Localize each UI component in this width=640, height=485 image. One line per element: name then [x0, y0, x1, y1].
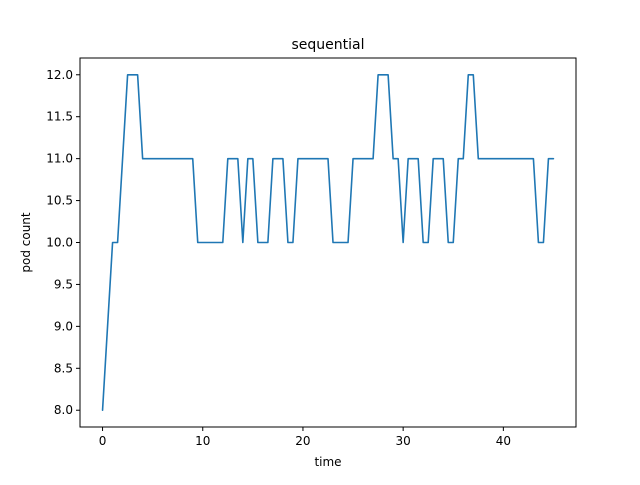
x-tick-label: 40 [496, 434, 511, 448]
y-axis: 8.0 8.5 9.0 9.5 10.0 10.5 11.0 11.5 12.0 [46, 68, 80, 417]
y-tick-label: 10.0 [46, 236, 73, 250]
y-tick-label: 9.5 [54, 277, 73, 291]
x-tick-label: 0 [99, 434, 107, 448]
x-tick-label: 30 [396, 434, 411, 448]
y-tick-label: 9.0 [54, 319, 73, 333]
y-tick-label: 11.0 [46, 152, 73, 166]
y-tick-label: 10.5 [46, 194, 73, 208]
y-tick-label: 8.0 [54, 403, 73, 417]
x-tick-label: 20 [295, 434, 310, 448]
y-axis-label: pod count [19, 212, 33, 273]
y-tick-label: 8.5 [54, 361, 73, 375]
series-layer [101, 73, 555, 412]
y-tick-label: 12.0 [46, 68, 73, 82]
series-line-0 [101, 73, 555, 412]
x-axis: 0 10 20 30 40 [99, 427, 511, 448]
y-tick-label: 11.5 [46, 110, 73, 124]
x-tick-label: 10 [195, 434, 210, 448]
x-axis-label: time [314, 455, 341, 469]
chart-title: sequential [291, 37, 364, 53]
